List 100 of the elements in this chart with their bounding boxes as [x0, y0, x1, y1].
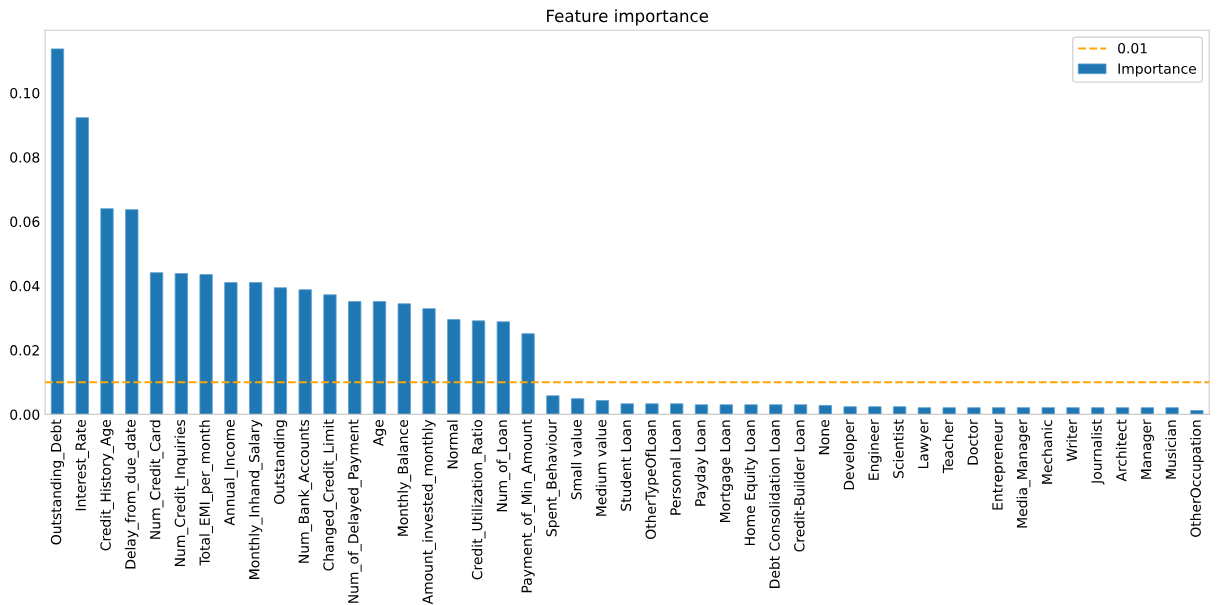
- x-tick-label: Total_EMI_per_month: [199, 420, 214, 566]
- x-tick-label: Entrepreneur: [992, 419, 1006, 510]
- x-tick-label: OtherOccupation: [1190, 420, 1204, 537]
- y-tick-label: 0.08: [10, 152, 40, 163]
- bar: [224, 282, 238, 415]
- x-tick-label: Mortgage Loan: [719, 420, 733, 522]
- bar: [571, 398, 585, 415]
- x-tick-label: Monthly_Balance: [397, 420, 412, 536]
- bar: [942, 407, 956, 415]
- chart-title: Feature importance: [547, 9, 709, 26]
- bar: [868, 406, 882, 415]
- bar: [1165, 407, 1179, 415]
- bar: [199, 274, 213, 415]
- x-tick-label: Spent_Behaviour: [545, 419, 560, 537]
- bar: [793, 404, 808, 415]
- bar: [1140, 407, 1154, 415]
- y-tick-label: 0.02: [10, 345, 39, 356]
- x-tick-label: Architect: [1115, 419, 1127, 482]
- x-tick-label: Home Equity Loan: [744, 420, 758, 545]
- x-tick-label: Manager: [1141, 419, 1155, 479]
- x-tick-label: Monthly_Inhand_Salary: [248, 419, 263, 579]
- bar: [1066, 407, 1080, 415]
- bar: [893, 406, 907, 415]
- bar: [1041, 407, 1055, 415]
- x-tick-label: Journalist: [1091, 419, 1105, 485]
- bar: [348, 301, 362, 415]
- bar: [249, 282, 263, 415]
- bar: [496, 321, 510, 415]
- x-tick-label: Teacher: [942, 419, 954, 474]
- x-tick-label: Outstanding_Debt: [50, 419, 65, 545]
- bar: [719, 404, 733, 415]
- x-tick-label: Credit_History_Age: [100, 420, 114, 551]
- bar: [670, 403, 684, 415]
- x-tick-label: Payday Loan: [694, 420, 709, 506]
- bar: [769, 404, 783, 415]
- bar: [422, 308, 436, 415]
- bar: [323, 294, 337, 415]
- bar: [620, 403, 634, 415]
- x-tick-label: Lawyer: [918, 419, 932, 469]
- bar: [645, 403, 659, 415]
- x-tick-label: Scientist: [892, 419, 904, 479]
- x-tick-label: Num_of_Delayed_Payment: [347, 419, 362, 603]
- legend-label: 0.01: [1118, 43, 1147, 54]
- x-tick-label: Changed_Credit_Limit: [323, 419, 337, 571]
- x-tick-label: Credit-Builder Loan: [793, 420, 805, 552]
- x-tick-label: Debt Consolidation Loan: [769, 420, 780, 588]
- y-tick-label: 0.06: [10, 216, 40, 228]
- bar: [1190, 410, 1204, 415]
- bar: [372, 301, 387, 415]
- bar: [818, 405, 832, 415]
- y-tick-label: 0.10: [10, 87, 40, 99]
- x-tick-label: Amount_invested_monthly: [422, 419, 436, 605]
- bar: [100, 208, 114, 415]
- bar: [1016, 407, 1031, 415]
- x-tick-label: Normal: [447, 420, 458, 469]
- bar: [298, 289, 312, 415]
- bar: [1091, 407, 1105, 415]
- y-tick-label: 0.00: [10, 409, 40, 420]
- bar: [447, 319, 461, 415]
- x-tick-label: Engineer: [868, 419, 882, 480]
- x-tick-label: Delay_from_due_date: [124, 420, 139, 569]
- x-tick-label: Outstanding: [273, 420, 288, 504]
- bar: [75, 117, 89, 415]
- bar: [273, 287, 288, 415]
- x-tick-label: Age: [373, 420, 387, 447]
- x-tick-label: Interest_Rate: [75, 420, 89, 511]
- x-tick-label: Small value: [570, 420, 582, 500]
- x-tick-label: Annual_Income: [223, 420, 238, 526]
- bar: [917, 407, 932, 415]
- bar: [149, 272, 164, 415]
- bar: [174, 273, 188, 415]
- bar: [50, 48, 65, 415]
- x-tick-label: Payment_of_Min_Amount: [521, 419, 536, 593]
- y-tick-label: 0.04: [10, 280, 40, 292]
- bar: [397, 303, 411, 415]
- x-tick-label: Personal Loan: [669, 420, 681, 515]
- x-tick-label: Num_of_Loan: [496, 420, 511, 512]
- x-tick-label: Num_Credit_Inquiries: [174, 419, 189, 567]
- x-tick-label: None: [819, 420, 830, 455]
- bar: [595, 400, 610, 415]
- x-tick-label: Musician: [1165, 420, 1177, 479]
- x-tick-label: Student Loan: [620, 420, 632, 511]
- x-tick-label: Writer: [1066, 419, 1078, 462]
- bar: [471, 320, 486, 415]
- x-tick-label: OtherTypeOfLoan: [645, 420, 659, 539]
- x-tick-label: Num_Bank_Accounts: [298, 419, 313, 563]
- x-tick-label: Doctor: [967, 419, 978, 465]
- bar: [521, 333, 535, 415]
- x-tick-label: Medium value: [595, 420, 607, 516]
- bar: [125, 209, 139, 415]
- x-tick-label: Developer: [843, 419, 857, 490]
- x-tick-label: Mechanic: [1041, 420, 1053, 484]
- bar: [1115, 407, 1130, 415]
- x-tick-label: Num_Credit_Card: [149, 420, 164, 539]
- bar: [967, 407, 981, 415]
- bar: [992, 407, 1006, 415]
- bar: [744, 404, 758, 415]
- x-tick-label: Credit_Utilization_Ratio: [471, 420, 486, 580]
- bar: [694, 404, 709, 415]
- bar: [843, 406, 857, 415]
